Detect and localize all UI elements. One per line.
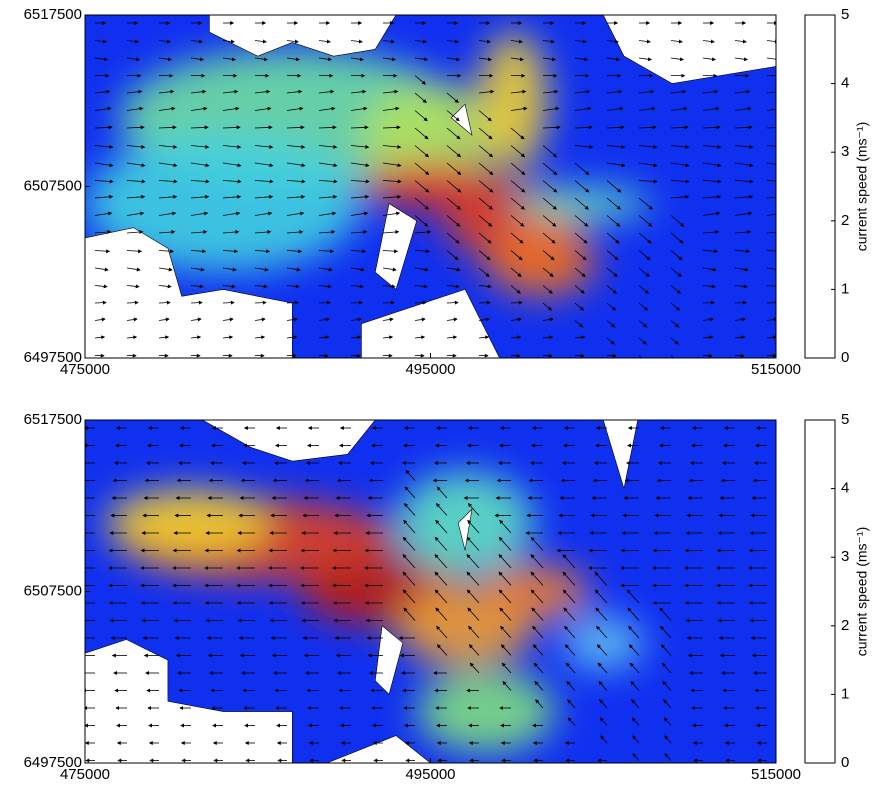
speed-blob [513, 187, 651, 221]
colorbar-tick-label: 2 [841, 617, 849, 634]
colorbar-label: current speed (ms⁻¹) [854, 527, 870, 657]
colorbar-tick-label: 0 [841, 754, 849, 771]
colorbar-tick-label: 5 [841, 6, 849, 23]
y-tick-label: 6507500 [24, 582, 82, 599]
y-tick-label: 6497500 [24, 349, 82, 366]
colorbar [805, 420, 835, 763]
map-panel: 4750004950005150006497500650750065175000… [24, 411, 870, 783]
colorbar-tick-label: 0 [841, 349, 849, 366]
speed-field [85, 15, 785, 361]
x-tick-label: 495000 [405, 361, 455, 378]
colorbar-label: current speed (ms⁻¹) [854, 122, 870, 252]
x-tick-label: 515000 [751, 361, 801, 378]
speed-blob [479, 32, 548, 169]
map-panel: 4750004950005150006497500650750065175000… [24, 6, 870, 378]
colorbar-tick-label: 4 [841, 75, 849, 92]
colorbar-tick-label: 2 [841, 212, 849, 229]
x-tick-label: 495000 [405, 766, 455, 783]
speed-blob [486, 228, 597, 297]
speed-blob [417, 670, 555, 752]
speed-field [77, 420, 776, 763]
speed-blob [562, 616, 645, 671]
y-tick-label: 6497500 [24, 754, 82, 771]
speed-blob [106, 489, 272, 558]
colorbar-tick-label: 3 [841, 548, 849, 565]
colorbar-tick-label: 4 [841, 480, 849, 497]
figure: 4750004950005150006497500650750065175000… [0, 0, 884, 793]
x-tick-label: 515000 [751, 766, 801, 783]
colorbar [805, 15, 835, 358]
y-tick-label: 6517500 [24, 411, 82, 428]
colorbar-tick-label: 3 [841, 143, 849, 160]
colorbar-tick-label: 1 [841, 280, 849, 297]
colorbar-tick-label: 1 [841, 685, 849, 702]
y-tick-label: 6517500 [24, 6, 82, 23]
y-tick-label: 6507500 [24, 177, 82, 194]
colorbar-tick-label: 5 [841, 411, 849, 428]
